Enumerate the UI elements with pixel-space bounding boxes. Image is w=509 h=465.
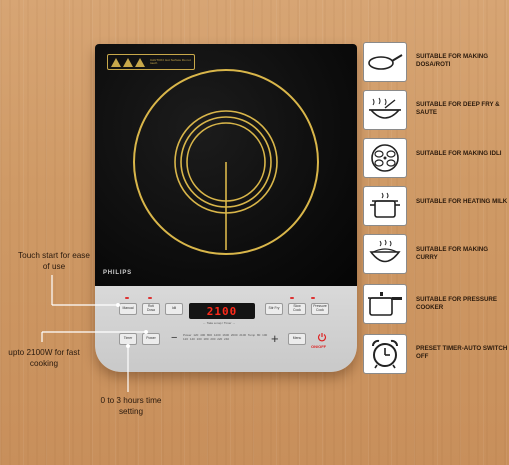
power-icon[interactable] [317,332,327,342]
warning-triangle-icon [135,57,145,67]
led-display: 2100 [189,303,255,319]
feature-label-curry: SUITABLE FOR MAKING CURRY [416,246,489,261]
kadai-icon [369,97,401,119]
feature-label-timer: PRESET TIMER-AUTO SWITCH OFF [416,345,508,360]
feature-card-milk [363,186,407,226]
slow-cook-button[interactable]: Slow Cook [288,303,306,315]
glass-cooking-surface: CAUTION: Hot Surface Do not touch PHILIP… [95,44,357,286]
alarm-clock-icon [372,339,398,369]
callout-power: upto 2100W for fast cooking [8,348,80,368]
feature-label-milk: SUITABLE FOR HEATING MILK [416,198,508,205]
heating-coil-rings [133,69,319,255]
indicator-dot [148,297,152,299]
feature-card-dosa [363,42,407,82]
indicator-dot [311,297,315,299]
stir-fry-button[interactable]: Stir Fry [265,303,283,315]
warning-triangle-icon [111,57,121,67]
idli-button[interactable]: Idli [165,303,183,315]
milk-pot-icon [370,192,400,218]
warning-text: CAUTION: Hot Surface Do not touch [150,58,191,65]
pressure-cook-button[interactable]: Pressure Cook [311,303,329,315]
callout-touch-start: Touch start for ease of use [18,251,90,271]
roti-dosa-button[interactable]: Roti Dosa [142,303,160,315]
control-panel: Manual Roti Dosa Idli 2100 ← Take a nap … [95,286,357,372]
timer-button[interactable]: Timer [119,333,137,345]
menu-button[interactable]: Menu [288,333,306,345]
induction-cooktop: CAUTION: Hot Surface Do not touch PHILIP… [95,44,357,372]
timer-label: ← Take a nap / Timer → [203,321,236,325]
feature-label-idli: SUITABLE FOR MAKING IDLI [416,150,502,157]
feature-label-pressure-cooker: SUITABLE FOR PRESSURE COOKER [416,296,498,311]
plus-button[interactable]: + [271,331,279,346]
idli-stand-icon [371,144,399,172]
brand-logo: PHILIPS [103,270,132,276]
feature-card-pressure-cooker [363,284,407,324]
warning-label: CAUTION: Hot Surface Do not touch [107,54,195,70]
feature-label-dosa: SUITABLE FOR MAKING DOSA/ROTI [416,53,489,68]
indicator-dot [125,297,129,299]
minus-button[interactable]: − [171,332,178,344]
curry-bowl-icon [369,239,401,263]
feature-label-deep-fry: SUITABLE FOR DEEP FRY & SAUTE [416,101,500,116]
manual-button[interactable]: Manual [119,303,137,315]
on-off-label: ON/OFF [311,344,327,349]
feature-card-idli [363,138,407,178]
display-value: 2100 [206,304,238,318]
feature-card-curry [363,234,407,274]
power-temperature-scale: Power 120 400 800 1200 1600 2000 2100 Te… [183,333,268,341]
feature-card-timer [363,334,407,374]
pressure-cooker-icon [368,292,402,316]
warning-triangle-icon [123,57,133,67]
power-button[interactable]: Power [142,333,160,345]
dosa-pan-icon [368,54,403,70]
feature-card-deep-fry [363,90,407,130]
callout-timer: 0 to 3 hours time setting [100,396,162,416]
indicator-dot [290,297,294,299]
